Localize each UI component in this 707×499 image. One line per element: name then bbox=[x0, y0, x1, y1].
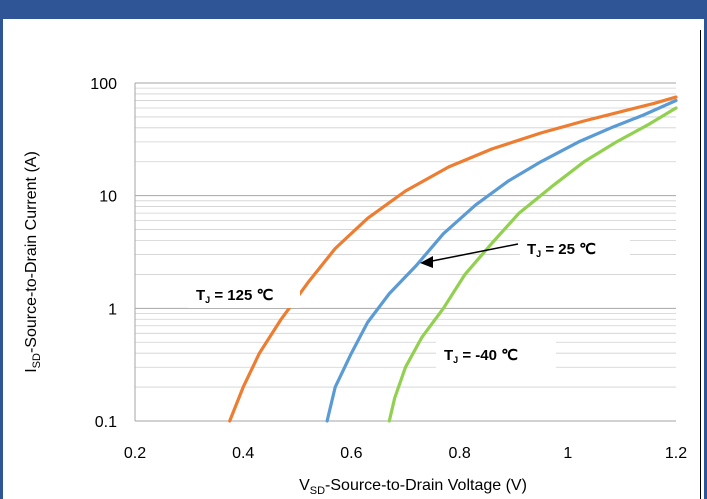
annotation-125c: TJ = 125 ℃ bbox=[188, 276, 300, 308]
x-axis-title: VSD-Source-to-Drain Voltage (V) bbox=[299, 477, 527, 497]
y-tick-label: 0.1 bbox=[95, 414, 117, 431]
y-tick-label: 10 bbox=[99, 189, 117, 206]
annotation-25c: TJ = 25 ℃ bbox=[420, 232, 630, 268]
annotation-arrowhead bbox=[420, 256, 433, 268]
annotation-arrow bbox=[426, 243, 519, 263]
x-tick-label: 1.2 bbox=[665, 445, 687, 462]
frame-border-right bbox=[704, 0, 707, 499]
series-line-2 bbox=[387, 106, 678, 423]
x-tick-label: 0.2 bbox=[124, 445, 146, 462]
y-tick-label: 1 bbox=[108, 301, 117, 318]
frame-inner-rule bbox=[700, 30, 701, 499]
frame-border-left bbox=[0, 0, 3, 499]
svg-text:TJ = -40 ℃: TJ = -40 ℃ bbox=[444, 347, 518, 365]
series-layer bbox=[228, 95, 678, 423]
x-tick-label: 0.8 bbox=[448, 445, 470, 462]
x-tick-label: 0.6 bbox=[340, 445, 362, 462]
svg-text:TJ = 125 ℃: TJ = 125 ℃ bbox=[196, 287, 273, 305]
series-line-1 bbox=[325, 98, 678, 423]
svg-text:TJ = 25 ℃: TJ = 25 ℃ bbox=[527, 241, 596, 259]
x-tick-label: 1 bbox=[563, 445, 572, 462]
series-line-0 bbox=[228, 95, 678, 423]
y-tick-label: 100 bbox=[90, 76, 117, 93]
tick-labels: 0.2 0.4 0.6 0.8 1 1.2 0.1 1 10 100 bbox=[90, 76, 687, 462]
y-axis-title: ISD-Source-to-Drain Current (A) bbox=[23, 151, 43, 373]
x-tick-label: 0.4 bbox=[232, 445, 254, 462]
header-bar bbox=[0, 0, 707, 19]
annotation-minus40c: TJ = -40 ℃ bbox=[436, 336, 556, 368]
